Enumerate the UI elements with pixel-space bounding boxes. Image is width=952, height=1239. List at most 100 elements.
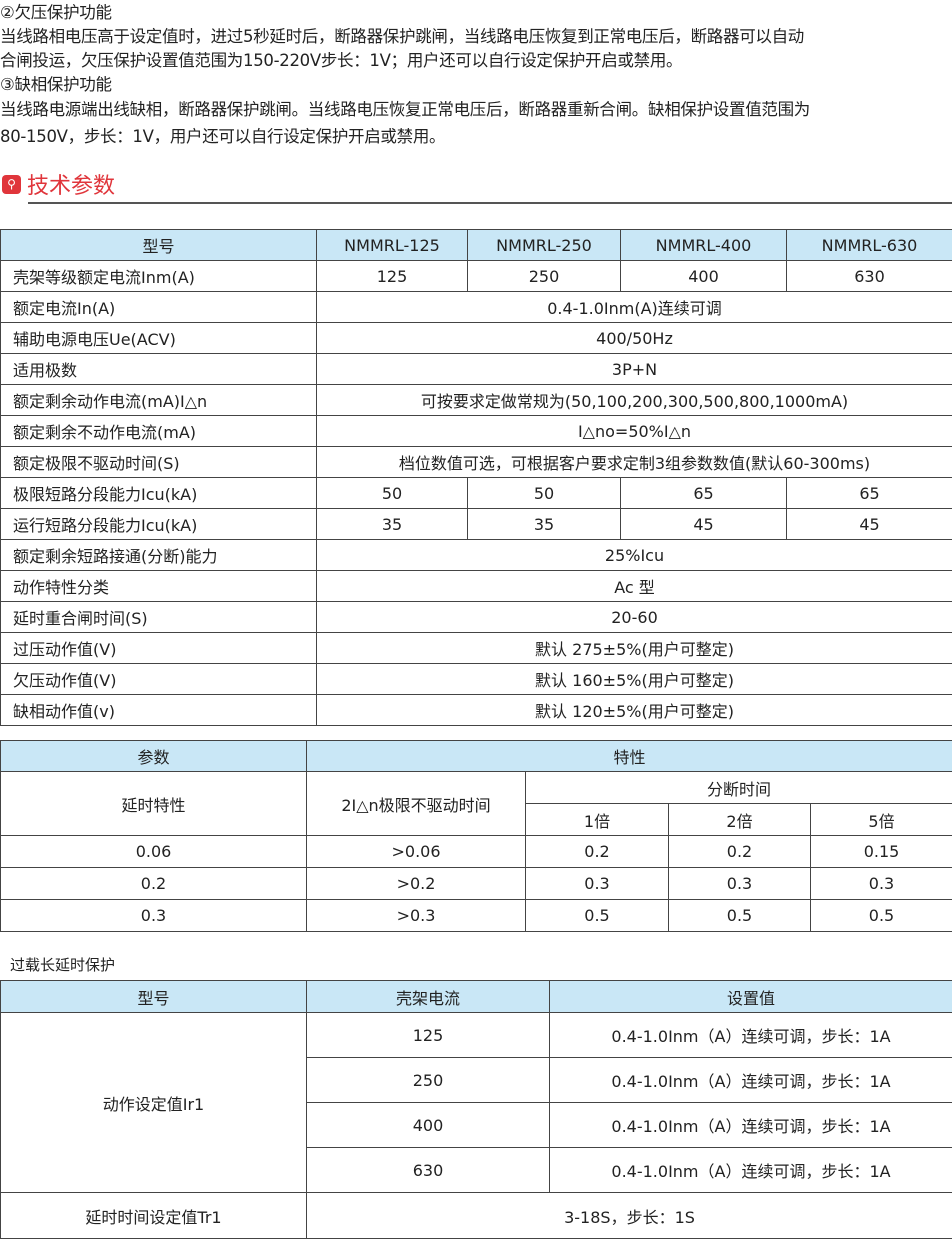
spec-param-label: 额定电流In(A): [1, 292, 317, 323]
delay-cell: 0.3: [669, 868, 811, 900]
frame-current: 400: [307, 1103, 550, 1148]
multiple-2: 2倍: [669, 804, 811, 836]
delay-cell: 0.5: [811, 900, 952, 932]
spec-row: 欠压动作值(V)默认 160±5%(用户可整定): [1, 664, 952, 695]
spec-value: 65: [621, 478, 787, 509]
tr1-label: 延时时间设定值Tr1: [1, 1193, 307, 1239]
delay-cell: 0.3: [526, 868, 669, 900]
spec-value: 45: [787, 509, 952, 540]
spec-param-label: 欠压动作值(V): [1, 664, 317, 695]
spec-param-label: 极限短路分段能力Icu(kA): [1, 478, 317, 509]
phase-loss-text-2: 80-150V，步长：1V，用户还可以自行设定保护开启或禁用。: [0, 125, 445, 149]
spec-value: 35: [468, 509, 621, 540]
delay-cell: 0.5: [669, 900, 811, 932]
frame-current: 630: [307, 1148, 550, 1193]
under-voltage-text-1: 当线路相电压高于设定值时，进过5秒延时后，断路器保护跳闸，当线路电压恢复到正常电…: [0, 25, 804, 49]
frame-current: 125: [307, 1013, 550, 1058]
phase-loss-text-1: 当线路电源端出线缺相，断路器保护跳闸。当线路电压恢复正常电压后，断路器重新合闸。…: [0, 98, 810, 122]
spec-value: 可按要求定做常规为(50,100,200,300,500,800,1000mA): [317, 385, 952, 416]
delay-char-label: 延时特性: [1, 772, 307, 836]
spec-param-label: 适用极数: [1, 354, 317, 385]
overload-caption: 过载长延时保护: [10, 954, 115, 975]
under-voltage-text-2: 合闸投运，欠压保护设置值范围为150-220V步长：1V；用户还可以自行设定保护…: [0, 49, 682, 73]
header-model: 型号: [1, 981, 307, 1013]
header-setting: 设置值: [550, 981, 952, 1013]
spec-param-label: 延时重合闸时间(S): [1, 602, 317, 633]
delay-cell: >0.06: [307, 836, 526, 868]
model-label-header: 型号: [1, 230, 317, 261]
spec-row: 额定剩余不动作电流(mA)I△no=50%I△n: [1, 416, 952, 447]
spec-value: 档位数值可选，可根据客户要求定制3组参数数值(默认60-300ms): [317, 447, 952, 478]
spec-row: 额定电流In(A)0.4-1.0Inm(A)连续可调: [1, 292, 952, 323]
header-frame: 壳架电流: [307, 981, 550, 1013]
setting-value: 0.4-1.0Inm（A）连续可调，步长：1A: [550, 1013, 952, 1058]
section-heading: ⚲ 技术参数: [2, 168, 115, 200]
delay-cell: >0.2: [307, 868, 526, 900]
phase-loss-title: ③缺相保护功能: [0, 73, 112, 97]
spec-value: 35: [317, 509, 468, 540]
spec-param-label: 运行短路分段能力Icu(kA): [1, 509, 317, 540]
spec-param-label: 缺相动作值(v): [1, 695, 317, 726]
delay-cell: >0.3: [307, 900, 526, 932]
spec-row: 延时重合闸时间(S)20-60: [1, 602, 952, 633]
delay-cell: 0.3: [811, 868, 952, 900]
spec-value: 25%Icu: [317, 540, 952, 571]
spec-param-label: 辅助电源电压Ue(ACV): [1, 323, 317, 354]
header-param: 参数: [1, 741, 307, 772]
spec-value: 默认 160±5%(用户可整定): [317, 664, 952, 695]
search-icon: ⚲: [2, 175, 21, 194]
model-header: NMMRL-400: [621, 230, 787, 261]
setting-value: 0.4-1.0Inm（A）连续可调，步长：1A: [550, 1148, 952, 1193]
spec-value: 45: [621, 509, 787, 540]
spec-value: 50: [317, 478, 468, 509]
spec-value: 125: [317, 261, 468, 292]
setting-value: 0.4-1.0Inm（A）连续可调，步长：1A: [550, 1103, 952, 1148]
section-title: 技术参数: [27, 168, 115, 200]
spec-param-label: 额定极限不驱动时间(S): [1, 447, 317, 478]
spec-value: Ac 型: [317, 571, 952, 602]
spec-param-label: 壳架等级额定电流Inm(A): [1, 261, 317, 292]
spec-value: 630: [787, 261, 952, 292]
spec-row: 辅助电源电压Ue(ACV)400/50Hz: [1, 323, 952, 354]
section-divider: [28, 202, 952, 204]
spec-param-label: 额定剩余不动作电流(mA): [1, 416, 317, 447]
spec-row: 额定极限不驱动时间(S)档位数值可选，可根据客户要求定制3组参数数值(默认60-…: [1, 447, 952, 478]
delay-cell: 0.2: [669, 836, 811, 868]
break-time-label: 分断时间: [526, 772, 952, 804]
multiple-5: 5倍: [811, 804, 952, 836]
model-header: NMMRL-250: [468, 230, 621, 261]
spec-value: I△no=50%I△n: [317, 416, 952, 447]
delay-cell: 0.5: [526, 900, 669, 932]
delay-cell: 0.15: [811, 836, 952, 868]
model-header: NMMRL-125: [317, 230, 468, 261]
delay-cell: 0.2: [526, 836, 669, 868]
spec-value: 400/50Hz: [317, 323, 952, 354]
spec-value: 250: [468, 261, 621, 292]
delay-cell: 0.2: [1, 868, 307, 900]
multiple-1: 1倍: [526, 804, 669, 836]
spec-value: 20-60: [317, 602, 952, 633]
delay-cell: 0.3: [1, 900, 307, 932]
spec-row: 缺相动作值(v)默认 120±5%(用户可整定): [1, 695, 952, 726]
no-drive-label: 2I△n极限不驱动时间: [307, 772, 526, 836]
under-voltage-title: ②欠压保护功能: [0, 1, 112, 25]
frame-current: 250: [307, 1058, 550, 1103]
ir1-label: 动作设定值Ir1: [1, 1013, 307, 1193]
spec-value: 默认 275±5%(用户可整定): [317, 633, 952, 664]
spec-param-label: 额定剩余动作电流(mA)I△n: [1, 385, 317, 416]
spec-value: 65: [787, 478, 952, 509]
spec-value: 50: [468, 478, 621, 509]
spec-param-label: 过压动作值(V): [1, 633, 317, 664]
